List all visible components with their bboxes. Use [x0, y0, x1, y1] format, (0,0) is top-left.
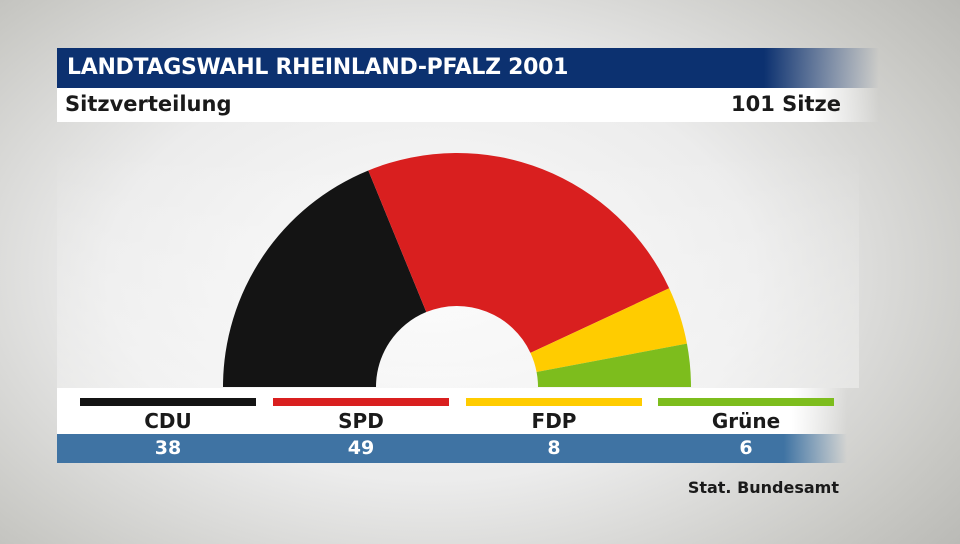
- values-bar: 38 49 8 6: [57, 434, 847, 463]
- chart-subtitle: Sitzverteilung: [65, 92, 232, 116]
- total-seats-label: 101 Sitze: [731, 92, 841, 116]
- legend-swatch-spd: [273, 398, 449, 406]
- legend-label-gruene: Grüne: [711, 409, 781, 433]
- legend-label-spd: SPD: [338, 409, 384, 433]
- subtitle-bar: Sitzverteilung 101 Sitze: [57, 88, 879, 122]
- legend-swatch-fdp: [466, 398, 642, 406]
- value-label-spd: 49: [347, 437, 375, 459]
- arc-segment-fdp: [530, 288, 687, 372]
- source-label: Stat. Bundesamt: [687, 478, 839, 497]
- arc-segment-cdu: [223, 170, 427, 387]
- arc-segment-gruene: [536, 343, 691, 387]
- value-label-fdp: 8: [547, 437, 561, 459]
- value-label-gruene: 6: [739, 437, 753, 459]
- chart-title: LANDTAGSWAHL RHEINLAND-PFALZ 2001: [67, 55, 569, 80]
- legend-label-cdu: CDU: [144, 409, 192, 433]
- legend-swatch-cdu: [80, 398, 256, 406]
- title-bar: LANDTAGSWAHL RHEINLAND-PFALZ 2001: [57, 48, 879, 88]
- legend: CDU SPD FDP Grüne: [57, 388, 847, 434]
- legend-label-fdp: FDP: [531, 409, 577, 433]
- value-label-cdu: 38: [154, 437, 182, 459]
- arc-segment-spd: [368, 152, 670, 353]
- legend-swatch-gruene: [658, 398, 834, 406]
